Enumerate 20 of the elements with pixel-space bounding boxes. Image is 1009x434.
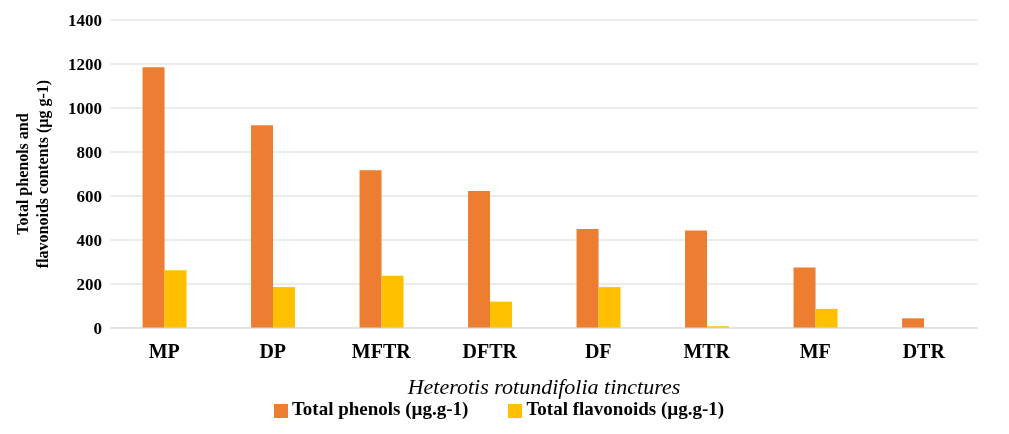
x-tick-label: MP [148, 340, 180, 363]
y-tick-label: 400 [76, 231, 102, 251]
legend-label: Total flavonoids (µg.g-1) [526, 398, 725, 419]
legend-label: Total phenols (µg.g-1) [291, 398, 469, 419]
y-tick-label: 1000 [68, 99, 102, 119]
y-tick-label: 800 [76, 143, 102, 163]
y-tick-label: 0 [93, 319, 102, 339]
x-tick-label: DP [259, 340, 287, 363]
x-tick-label: MTR [683, 340, 731, 363]
y-axis-title: Total phenols and flavonoids contents (µg g-1) [14, 79, 52, 269]
y-tick-label: 1200 [68, 55, 102, 75]
x-axis-title: Heterotis rotundifolia tinctures [406, 374, 681, 399]
x-tick-label: DF [584, 340, 612, 363]
x-tick-label: DFTR [462, 340, 518, 363]
y-tick-label: 1400 [68, 11, 102, 31]
y-tick-label: 600 [76, 187, 102, 207]
y-tick-label: 200 [76, 275, 102, 295]
x-tick-label: MFTR [351, 340, 412, 363]
x-tick-label: MF [799, 340, 831, 363]
x-tick-label: DTR [902, 340, 946, 363]
